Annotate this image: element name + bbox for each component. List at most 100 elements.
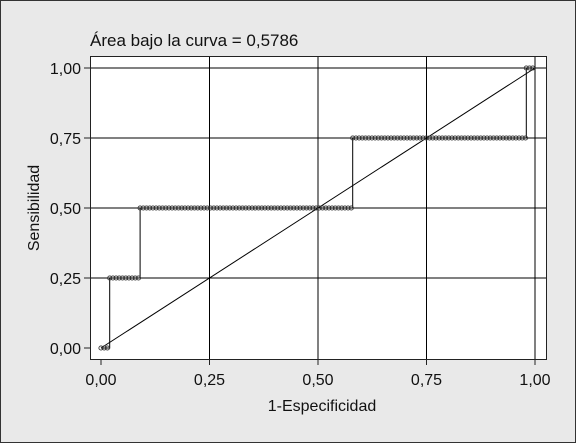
roc-point-marker <box>262 205 268 211</box>
roc-point-marker <box>233 205 239 211</box>
roc-point-marker <box>211 205 217 211</box>
roc-point-marker <box>465 135 471 141</box>
roc-point-marker <box>359 135 365 141</box>
roc-point-marker <box>335 205 342 211</box>
roc-point-marker <box>468 135 474 141</box>
x-tick-label: 0,00 <box>85 372 116 389</box>
roc-point-marker <box>223 205 230 211</box>
roc-point-marker <box>175 205 182 211</box>
roc-point-marker <box>385 135 391 141</box>
roc-point-marker <box>442 135 449 141</box>
roc-point-marker <box>217 205 223 211</box>
roc-point-marker <box>236 205 242 211</box>
roc-point-marker <box>159 205 166 211</box>
roc-point-marker <box>153 205 159 211</box>
roc-point-marker <box>513 135 519 141</box>
roc-point-marker <box>195 205 201 211</box>
roc-point-marker <box>375 135 381 141</box>
roc-point-marker <box>227 205 233 211</box>
roc-point-marker <box>449 135 455 141</box>
roc-point-marker <box>265 205 271 211</box>
roc-point-marker <box>214 205 220 211</box>
roc-point-marker <box>294 205 300 211</box>
roc-point-marker <box>303 205 310 211</box>
plot-area-border <box>90 56 547 360</box>
auc-annotation: Área bajo la curva = 0,5786 <box>90 31 298 50</box>
roc-point-marker <box>401 135 407 141</box>
roc-point-marker <box>278 205 284 211</box>
roc-point-marker <box>143 205 150 211</box>
roc-point-marker <box>116 275 122 281</box>
roc-point-marker <box>281 205 287 211</box>
roc-point-marker <box>101 345 107 351</box>
roc-point-marker <box>204 205 210 211</box>
roc-point-marker <box>345 205 351 211</box>
roc-point-marker <box>398 135 404 141</box>
roc-point-marker <box>323 205 329 211</box>
x-tick-label: 0,25 <box>194 372 225 389</box>
roc-point-marker <box>182 205 188 211</box>
roc-point-marker <box>255 205 262 211</box>
roc-point-marker <box>107 275 113 281</box>
roc-point-marker <box>252 205 258 211</box>
roc-point-marker <box>307 205 313 211</box>
roc-point-marker <box>287 205 294 211</box>
roc-point-marker <box>163 205 169 211</box>
roc-point-marker <box>129 275 135 281</box>
roc-point-marker <box>420 135 426 141</box>
roc-point-marker <box>522 135 529 141</box>
roc-point-marker <box>478 135 484 141</box>
roc-point-marker <box>356 135 362 141</box>
roc-point-marker <box>119 275 126 281</box>
roc-point-marker <box>497 135 503 141</box>
roc-point-marker <box>220 205 226 211</box>
roc-point-marker <box>201 205 207 211</box>
roc-point-marker <box>523 65 529 71</box>
roc-point-marker <box>494 135 500 141</box>
roc-point-marker <box>98 345 104 351</box>
roc-point-marker <box>191 205 198 211</box>
y-tick-label: 0,75 <box>50 131 81 148</box>
roc-point-marker <box>230 205 236 211</box>
roc-point-marker <box>458 135 465 141</box>
roc-point-marker <box>481 135 487 141</box>
roc-point-marker <box>503 135 509 141</box>
roc-point-marker <box>500 135 506 141</box>
roc-point-marker <box>462 135 468 141</box>
roc-point-marker <box>329 205 335 211</box>
roc-point-marker <box>439 135 445 141</box>
roc-point-marker <box>430 135 436 141</box>
roc-point-marker <box>316 205 322 211</box>
roc-point-marker <box>268 205 274 211</box>
roc-point-marker <box>530 65 536 71</box>
y-axis: 0,00 0,25 0,50 0,75 1,00 <box>50 61 90 358</box>
roc-point-marker <box>455 135 461 141</box>
roc-point-marker <box>297 205 303 211</box>
roc-point-marker <box>198 205 204 211</box>
x-axis-label: 1-Especificidad <box>268 398 377 415</box>
roc-point-marker <box>433 135 439 141</box>
roc-point-marker <box>414 135 420 141</box>
roc-point-marker <box>362 135 369 141</box>
y-tick-label: 0,25 <box>50 271 81 288</box>
roc-point-marker <box>126 275 132 281</box>
roc-point-marker <box>104 345 110 351</box>
roc-point-marker <box>110 275 116 281</box>
roc-point-marker <box>378 135 385 141</box>
roc-point-marker <box>391 135 397 141</box>
roc-point-marker <box>188 205 194 211</box>
roc-point-marker <box>388 135 394 141</box>
roc-point-marker <box>243 205 249 211</box>
roc-point-marker <box>436 135 442 141</box>
roc-point-marker <box>113 275 119 281</box>
roc-point-marker <box>410 135 417 141</box>
roc-point-marker <box>369 135 375 141</box>
roc-point-marker <box>484 135 490 141</box>
roc-point-marker <box>510 135 516 141</box>
roc-point-marker <box>487 135 493 141</box>
roc-point-marker <box>123 275 129 281</box>
roc-point-marker <box>394 135 401 141</box>
roc-point-marker <box>147 205 153 211</box>
roc-point-marker <box>339 205 345 211</box>
